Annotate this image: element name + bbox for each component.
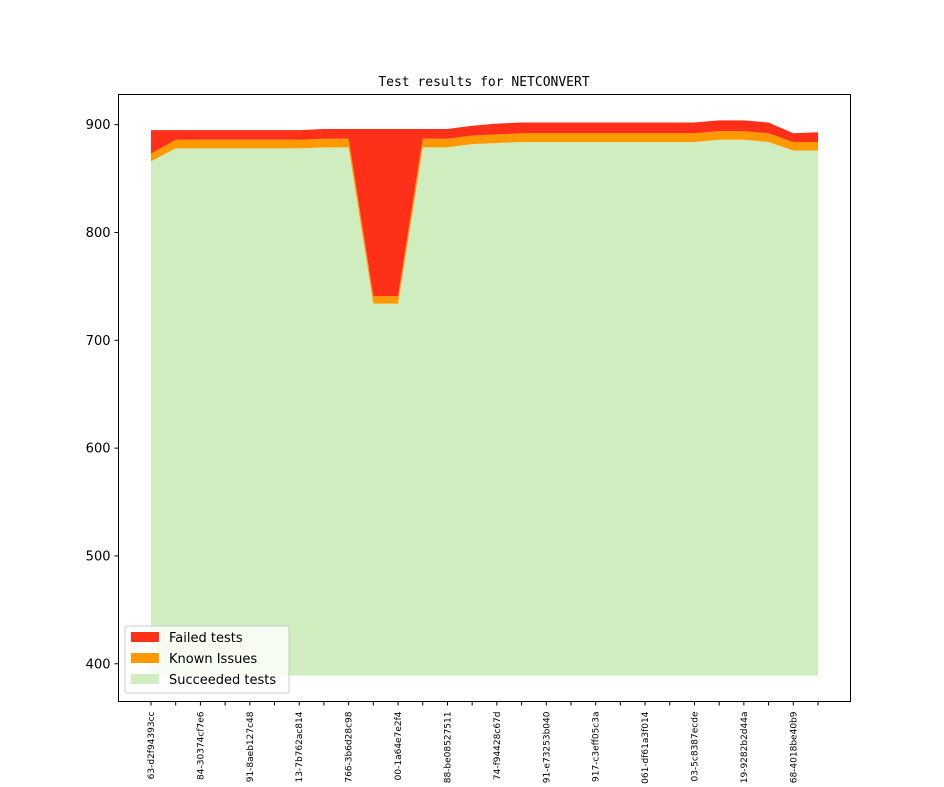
chart-title: Test results for NETCONVERT — [378, 75, 589, 90]
y-tick-label: 700 — [86, 334, 111, 349]
legend-swatch — [131, 632, 159, 642]
legend-swatch — [131, 653, 159, 663]
y-tick-label: 800 — [86, 226, 111, 241]
x-tick-label: 766-3b6d28c98 — [345, 711, 355, 782]
x-tick-label: 13-7b762ac814 — [295, 711, 305, 782]
y-tick-label: 500 — [86, 549, 111, 564]
x-tick-label: 63-d2f94393cc — [147, 711, 157, 779]
y-tick-label: 400 — [86, 657, 111, 672]
x-tick-label: 68-4018be40b9 — [789, 711, 799, 783]
legend-swatch — [131, 674, 159, 684]
x-tick-label: 91-e73253b040 — [542, 711, 552, 783]
x-tick-label: 03-5c8387ecde — [690, 711, 700, 781]
axes-frame — [118, 94, 851, 702]
x-tick-label: 74-f94428c67d — [493, 712, 503, 781]
y-tick-label: 600 — [86, 442, 111, 457]
x-tick-label: 061-df61a3f014 — [641, 711, 651, 784]
x-tick-label: 88-be08527511 — [443, 712, 453, 784]
x-tick-label: 917-c3eff05c3a — [592, 712, 602, 782]
x-axis: 63-d2f94393cc 84-30374cf7e6 91-8aeb127c48 1… — [147, 701, 819, 784]
x-tick-label: 91-8aeb127c48 — [246, 711, 256, 782]
legend-box — [124, 625, 290, 694]
area-succeeded-tests — [151, 139, 818, 676]
y-tick-label: 900 — [86, 118, 111, 133]
stacked-areas — [151, 120, 818, 676]
x-tick-label: 19-9282b2d44a — [740, 712, 750, 784]
x-tick-label: 84-30374cf7e6 — [196, 711, 206, 780]
legend-label: Failed tests — [169, 631, 243, 646]
area-known-issues — [151, 131, 818, 304]
legend-label: Succeeded tests — [169, 673, 276, 688]
x-tick-label: 00-1a64e7e2f4 — [394, 711, 404, 780]
legend: Failed tests Known Issues Succeeded tests — [124, 625, 290, 694]
y-axis: 400 500 600 700 800 900 — [86, 118, 119, 672]
area-failed-tests — [151, 120, 818, 297]
legend-label: Known Issues — [169, 652, 257, 667]
